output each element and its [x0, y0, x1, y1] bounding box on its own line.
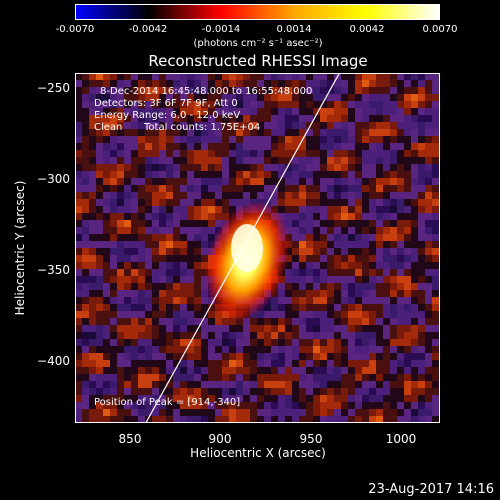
image-title: Reconstructed RHESSI Image [148, 52, 368, 70]
x-tick-label: 950 [299, 432, 323, 446]
time-range-label: 8-Dec-2014 16:45:48.000 to 16:55:48.000 [100, 86, 313, 97]
y-axis-title: Heliocentric Y (arcsec) [13, 180, 27, 316]
x-axis-title: Heliocentric X (arcsec) [190, 446, 326, 460]
x-tick-label: 1000 [385, 432, 417, 446]
colorbar-tick: -0.0042 [128, 24, 168, 35]
colorbar-tick: -0.0014 [201, 24, 241, 35]
colorbar-tick: -0.0070 [55, 24, 95, 35]
flare-peak [231, 224, 263, 272]
colorbar-tick: 0.0042 [349, 24, 385, 35]
colorbar-tick: 0.0014 [276, 24, 312, 35]
image-canvas [75, 73, 440, 423]
timestamp: 23-Aug-2017 14:16 [368, 482, 494, 497]
method-label: Clean [94, 122, 123, 133]
colorbar-units: (photons cm⁻² s⁻¹ asec⁻²) [193, 38, 323, 49]
colorbar [75, 4, 440, 20]
x-tick-label: 850 [118, 432, 142, 446]
y-tick-label: −250 [37, 81, 70, 95]
rhessi-image [75, 73, 440, 423]
y-tick-label: −300 [37, 172, 70, 186]
energy-range-label: Energy Range: 6.0 - 12.0 keV [94, 110, 241, 121]
solar-limb-line [145, 73, 341, 423]
peak-position-label: Position of Peak = [914,-340] [94, 397, 241, 408]
x-tick-label: 900 [208, 432, 232, 446]
y-tick-label: −350 [37, 263, 70, 277]
detectors-label: Detectors: 3F 6F 7F 9F, Att 0 [94, 98, 238, 109]
total-counts-label: Total counts: 1.75E+04 [144, 122, 261, 133]
colorbar-tick: 0.0070 [422, 24, 458, 35]
y-tick-label: −400 [37, 354, 70, 368]
